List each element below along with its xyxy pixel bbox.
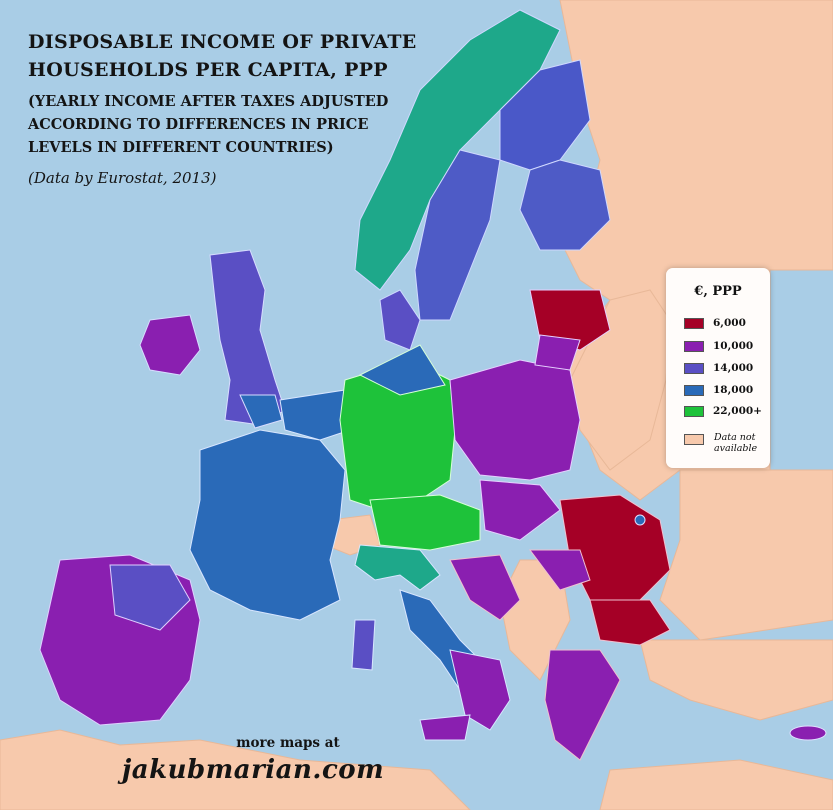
subtitle-line-3: LEVELS IN DIFFERENT COUNTRIES) [28,139,334,156]
legend-swatch [684,405,704,417]
legend-swatch [684,340,704,352]
subtitle: (YEARLY INCOME AFTER TAXES ADJUSTED ACCO… [28,90,448,159]
scandinavia [354,9,611,351]
more-maps-text: more maps at [236,735,340,751]
legend-swatch [684,362,704,374]
site-link[interactable]: jakubmarian.com [121,755,385,785]
legend-no-data-line-2: available [714,443,758,454]
legend-item-6000: 6,000 [684,316,746,330]
legend-title: €, PPP [694,284,742,299]
italy [351,544,511,741]
central-europe [339,344,481,551]
france-benelux [189,389,351,621]
legend-item-10000: 10,000 [684,339,753,353]
credit: more maps at jakubmarian.com [88,735,418,785]
iberia [39,554,201,726]
legend-item-18000: 18,000 [684,383,753,397]
legend-swatch [684,317,704,329]
legend-no-data-swatch [684,434,704,445]
british-isles [139,249,286,429]
legend-label: 18,000 [713,384,754,396]
title-line-1: DISPOSABLE INCOME OF PRIVATE [28,31,417,53]
eastern-europe [449,289,611,541]
title-line-2: HOUSEHOLDS PER CAPITA, PPP [28,59,388,81]
legend-item-22000-plus: 22,000+ [684,404,762,418]
subtitle-line-1: (YEARLY INCOME AFTER TAXES ADJUSTED [28,93,389,110]
legend-label: 22,000+ [713,405,762,417]
islands [634,514,827,741]
legend-label: 14,000 [713,362,754,374]
legend-swatch [684,384,704,396]
legend-no-data-line-1: Data not [714,432,756,443]
legend: €, PPP 6,000 10,000 14,000 18,000 22,000… [666,268,770,468]
legend-label: 6,000 [713,317,746,329]
legend-no-data-label: Data not available [714,432,757,454]
legend-item-14000: 14,000 [684,361,753,375]
map-title-block: DISPOSABLE INCOME OF PRIVATE HOUSEHOLDS … [28,28,448,187]
subtitle-line-2: ACCORDING TO DIFFERENCES IN PRICE [28,116,369,133]
legend-label: 10,000 [713,340,754,352]
data-source: (Data by Eurostat, 2013) [28,169,217,187]
